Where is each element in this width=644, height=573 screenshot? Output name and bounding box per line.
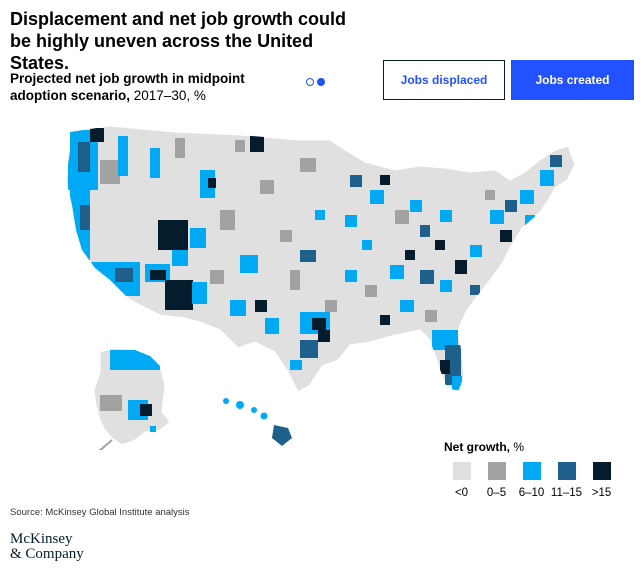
- legend-label: 0–5: [486, 487, 507, 499]
- legend-swatch: [592, 462, 611, 480]
- alaska: [93, 347, 171, 450]
- headline: Displacement and net job growth could be…: [10, 9, 347, 73]
- legend-item: >15: [584, 462, 619, 499]
- legend-title-unit: %: [510, 440, 525, 454]
- legend-swatch: [557, 462, 576, 480]
- map-subtitle: Projected net job growth in midpoint ado…: [10, 70, 260, 104]
- legend-swatch: [452, 462, 471, 480]
- legend-swatch: [522, 462, 541, 480]
- logo-line-2: & Company: [10, 546, 84, 562]
- legend: Net growth, % <0 0–5 6–10 11–15 >15: [444, 440, 619, 499]
- legend-label: 6–10: [518, 487, 545, 499]
- legend-swatch: [487, 462, 506, 480]
- us-county-map: [65, 125, 576, 450]
- jobs-created-button[interactable]: Jobs created: [511, 60, 634, 100]
- pager-dot-1[interactable]: [306, 78, 314, 86]
- legend-label: >15: [591, 487, 612, 499]
- legend-title: Net growth, %: [444, 440, 619, 454]
- subtitle-period: 2017–30, %: [130, 88, 206, 103]
- contiguous-us: [65, 125, 576, 393]
- mckinsey-logo: McKinsey & Company: [10, 532, 84, 562]
- legend-item: 6–10: [514, 462, 549, 499]
- legend-label: 11–15: [550, 487, 583, 499]
- legend-item: 11–15: [549, 462, 584, 499]
- legend-title-bold: Net growth,: [444, 440, 510, 454]
- hawaii: [223, 398, 292, 446]
- legend-item: <0: [444, 462, 479, 499]
- pager-dots: [306, 78, 325, 86]
- legend-items: <0 0–5 6–10 11–15 >15: [444, 462, 619, 499]
- pager-dot-2[interactable]: [317, 78, 325, 86]
- subtitle-bold: Projected net job growth in midpoint ado…: [10, 71, 245, 103]
- legend-label: <0: [454, 487, 469, 499]
- jobs-displaced-button[interactable]: Jobs displaced: [383, 60, 505, 100]
- logo-line-1: McKinsey: [10, 531, 73, 547]
- source-note: Source: McKinsey Global Institute analys…: [10, 507, 190, 518]
- legend-item: 0–5: [479, 462, 514, 499]
